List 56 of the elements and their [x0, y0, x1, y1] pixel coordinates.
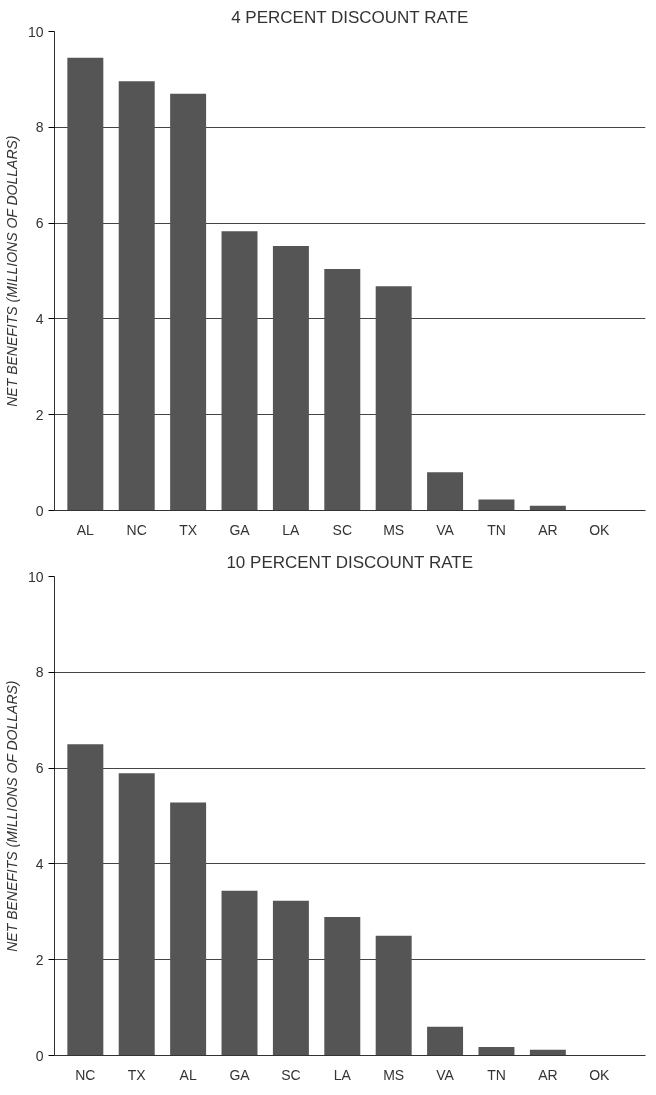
- bar: [118, 773, 155, 1056]
- x-tick-label: VA: [436, 521, 455, 538]
- bar: [272, 900, 309, 1056]
- y-axis-title: NET BENEFITS (MILLIONS OF DOLLARS): [3, 680, 20, 952]
- x-tick-label: TX: [179, 521, 198, 538]
- x-tick-label: SC: [281, 1066, 301, 1083]
- x-tick-label: TX: [127, 1066, 147, 1083]
- x-tick-label: AR: [538, 1066, 558, 1083]
- x-tick-label: OK: [589, 1066, 611, 1083]
- x-tick-label: TN: [487, 1066, 506, 1083]
- y-tick-label: 0: [35, 1047, 44, 1064]
- bar: [221, 890, 258, 1056]
- x-tick-label: OK: [589, 521, 611, 538]
- chart-title: 10 PERCENT DISCOUNT RATE: [226, 552, 473, 572]
- bar: [170, 93, 207, 511]
- x-tick-label: LA: [282, 521, 301, 538]
- bar: [272, 246, 309, 511]
- y-tick-label: 2: [35, 406, 44, 423]
- x-tick-label: VA: [436, 1066, 455, 1083]
- y-tick-label: 10: [27, 23, 44, 40]
- bar: [478, 499, 515, 511]
- x-tick-label: NC: [75, 1066, 96, 1083]
- bar: [324, 269, 361, 511]
- bar: [427, 1026, 464, 1056]
- x-tick-label: GA: [229, 521, 251, 538]
- bar: [67, 744, 104, 1056]
- x-tick-label: TN: [487, 521, 506, 538]
- y-tick-label: 4: [35, 855, 44, 872]
- y-tick-label: 6: [35, 215, 44, 232]
- bar: [118, 81, 155, 511]
- y-tick-label: 10: [27, 568, 44, 585]
- x-tick-label: AL: [76, 521, 95, 538]
- bar: [478, 1046, 515, 1056]
- y-tick-label: 8: [35, 119, 44, 136]
- x-tick-label: LA: [333, 1066, 352, 1083]
- bar: [67, 57, 104, 511]
- chart-title: 4 PERCENT DISCOUNT RATE: [231, 7, 469, 27]
- y-tick-label: 2: [35, 951, 44, 968]
- y-tick-label: 6: [35, 760, 44, 777]
- bar: [375, 286, 412, 511]
- bar: [324, 917, 361, 1056]
- bar: [375, 935, 412, 1056]
- x-tick-label: MS: [383, 521, 405, 538]
- y-tick-label: 8: [35, 664, 44, 681]
- bar: [221, 231, 258, 511]
- y-tick-label: 4: [35, 310, 44, 327]
- bar: [427, 472, 464, 511]
- y-axis-title: NET BENEFITS (MILLIONS OF DOLLARS): [3, 135, 20, 407]
- x-tick-label: MS: [383, 1066, 405, 1083]
- x-tick-label: AL: [179, 1066, 197, 1083]
- x-tick-label: GA: [229, 1066, 251, 1083]
- x-tick-label: AR: [538, 521, 558, 538]
- x-tick-label: NC: [126, 521, 147, 538]
- x-tick-label: SC: [332, 521, 353, 538]
- y-tick-label: 0: [35, 502, 44, 519]
- bar: [170, 802, 207, 1056]
